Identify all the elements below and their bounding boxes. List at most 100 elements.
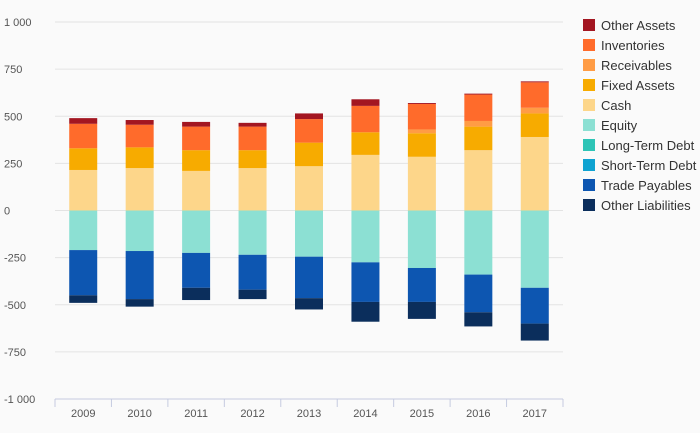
bar-segment[interactable] [464, 210, 493, 275]
bar-segment[interactable] [351, 262, 380, 302]
legend-item[interactable]: Other Liabilities [583, 198, 691, 213]
legend-label: Inventories [601, 38, 665, 53]
bar-segment[interactable] [407, 103, 436, 130]
bar-segment[interactable] [125, 299, 154, 307]
bar-segment[interactable] [238, 289, 267, 300]
y-tick-label: 750 [4, 64, 22, 76]
bar-segment[interactable] [182, 121, 211, 127]
bar-segment[interactable] [351, 105, 380, 133]
bar-segment[interactable] [69, 123, 98, 149]
bar-segment[interactable] [520, 210, 549, 288]
bar-segment[interactable] [520, 81, 549, 83]
bar-segment[interactable] [351, 301, 380, 322]
bar-segment[interactable] [407, 133, 436, 157]
bar-segment[interactable] [407, 156, 436, 211]
x-tick-label: 2015 [410, 408, 434, 420]
legend-swatch [583, 19, 595, 31]
legend-item[interactable]: Short-Term Debt [583, 158, 697, 173]
bar-segment[interactable] [464, 93, 493, 95]
legend-swatch [583, 139, 595, 151]
bar-segment[interactable] [295, 166, 323, 211]
bar-segment[interactable] [520, 113, 549, 137]
legend-item[interactable]: Trade Payables [583, 178, 692, 193]
bar-segment[interactable] [182, 252, 211, 288]
legend-label: Trade Payables [601, 178, 692, 193]
bar-segment[interactable] [69, 250, 98, 296]
legend-item[interactable]: Cash [583, 98, 631, 113]
bar-segment[interactable] [125, 168, 154, 211]
bar-segment[interactable] [407, 210, 436, 268]
bar-segment[interactable] [351, 132, 380, 155]
bar-segment[interactable] [295, 113, 323, 120]
legend-swatch [583, 179, 595, 191]
bar-segment[interactable] [295, 298, 323, 310]
bar-segment[interactable] [125, 124, 154, 148]
bar-segment[interactable] [238, 210, 267, 255]
y-tick-label: -750 [4, 347, 26, 359]
bar-segment[interactable] [69, 210, 98, 251]
bars-layer [69, 81, 549, 341]
legend-label: Long-Term Debt [601, 138, 695, 153]
bar-segment[interactable] [407, 129, 436, 134]
bar-segment[interactable] [295, 256, 323, 299]
bar-segment[interactable] [407, 301, 436, 319]
bar-segment[interactable] [182, 210, 211, 253]
bar-segment[interactable] [520, 323, 549, 341]
legend-item[interactable]: Fixed Assets [583, 78, 675, 93]
legend: Other Assets Inventories Receivables Fixed … [583, 18, 697, 213]
bar-segment[interactable] [69, 169, 98, 211]
legend-label: Other Liabilities [601, 198, 691, 213]
bar-segment[interactable] [464, 312, 493, 327]
legend-label: Receivables [601, 58, 672, 73]
bar-segment[interactable] [464, 150, 493, 211]
bar-segment[interactable] [125, 210, 154, 252]
legend-label: Other Assets [601, 18, 676, 33]
bar-segment[interactable] [407, 267, 436, 302]
bar-segment[interactable] [520, 82, 549, 108]
legend-label: Equity [601, 118, 638, 133]
bar-segment[interactable] [238, 122, 267, 127]
bar-segment[interactable] [182, 150, 211, 171]
legend-swatch [583, 119, 595, 131]
bar-segment[interactable] [407, 103, 436, 104]
bar-segment[interactable] [238, 126, 267, 151]
bar-segment[interactable] [464, 126, 493, 151]
bar-segment[interactable] [69, 148, 98, 170]
bar-segment[interactable] [182, 170, 211, 211]
y-tick-label: -500 [4, 300, 26, 312]
legend-item[interactable]: Inventories [583, 38, 665, 53]
bar-segment[interactable] [295, 142, 323, 167]
bar-segment[interactable] [182, 287, 211, 301]
bar-segment[interactable] [238, 254, 267, 290]
bar-segment[interactable] [520, 287, 549, 324]
bar-segment[interactable] [464, 120, 493, 127]
legend-swatch [583, 39, 595, 51]
legend-item[interactable]: Other Assets [583, 18, 676, 33]
legend-label: Short-Term Debt [601, 158, 697, 173]
bar-segment[interactable] [125, 147, 154, 169]
bar-segment[interactable] [238, 150, 267, 169]
bar-segment[interactable] [69, 295, 98, 303]
legend-item[interactable]: Equity [583, 118, 638, 133]
bar-segment[interactable] [464, 274, 493, 313]
bar-segment[interactable] [351, 99, 380, 106]
bar-segment[interactable] [125, 120, 154, 125]
bar-segment[interactable] [520, 136, 549, 211]
x-tick-label: 2014 [353, 408, 377, 420]
bar-segment[interactable] [238, 168, 267, 211]
legend-item[interactable]: Receivables [583, 58, 672, 73]
bar-segment[interactable] [295, 210, 323, 257]
bar-segment[interactable] [464, 94, 493, 121]
y-tick-label: -1 000 [4, 394, 35, 406]
bar-segment[interactable] [69, 118, 98, 124]
bar-segment[interactable] [182, 126, 211, 151]
bar-segment[interactable] [520, 107, 549, 114]
legend-swatch [583, 59, 595, 71]
bar-segment[interactable] [125, 251, 154, 300]
bar-segment[interactable] [295, 119, 323, 143]
legend-item[interactable]: Long-Term Debt [583, 138, 695, 153]
bar-segment[interactable] [351, 154, 380, 211]
bar-segment[interactable] [351, 210, 380, 263]
